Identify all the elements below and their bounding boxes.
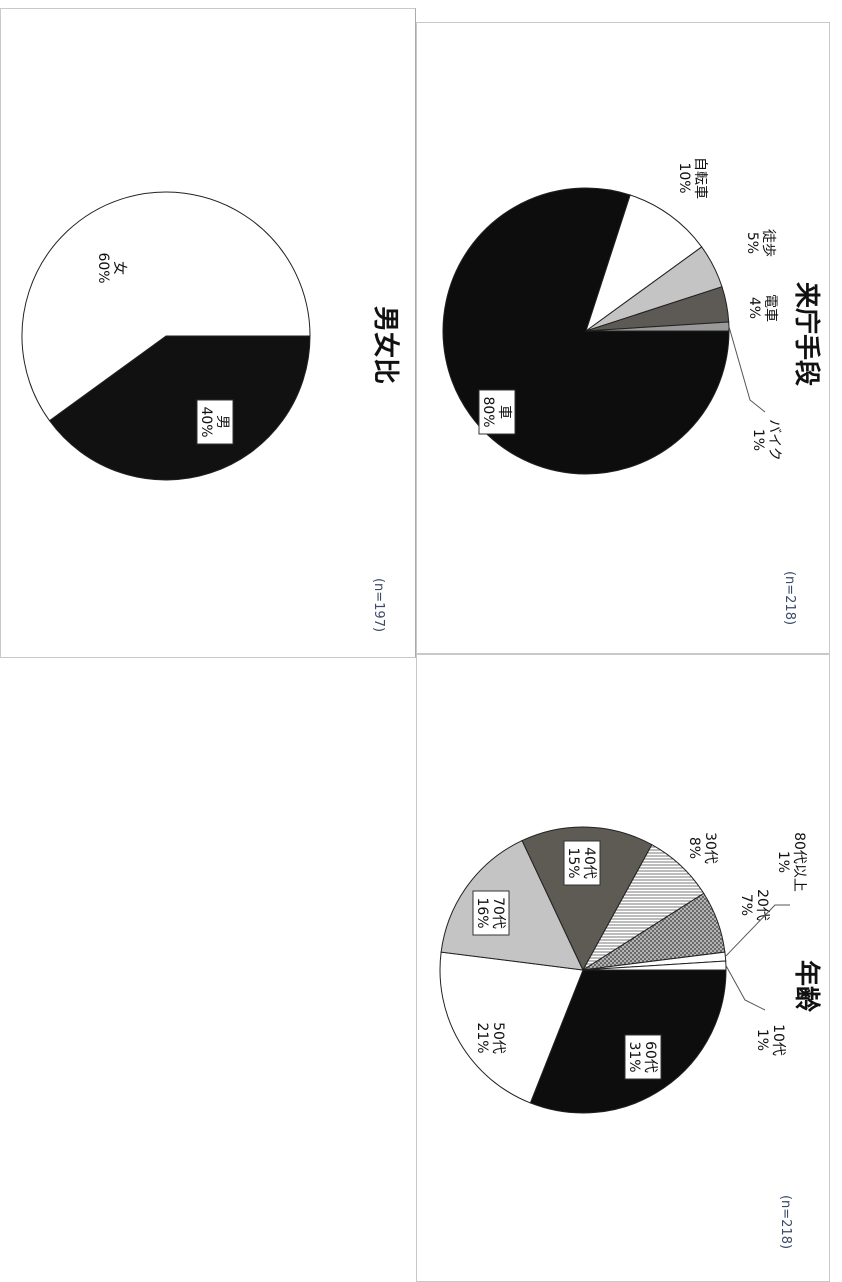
transport-label-3-name: 電車 xyxy=(762,294,779,322)
age-label-5-pct: 7% xyxy=(738,894,754,916)
age-label-4-pct: 8% xyxy=(686,837,702,859)
transport-label-1-name: 自転車 xyxy=(692,157,709,199)
transport-label-0-name: 車 xyxy=(496,405,513,419)
gender-label-0-box xyxy=(196,399,234,445)
gender-slice-1 xyxy=(21,191,311,422)
age-label-6-pct: 1% xyxy=(775,851,791,873)
transport-title: 来庁手段 xyxy=(791,282,822,386)
age-label-7-name: 10代 xyxy=(770,1024,786,1056)
age-leader-6 xyxy=(725,904,790,957)
age-label-1-name: 50代 xyxy=(490,1022,506,1054)
gender-label-0-pct: 40% xyxy=(198,406,214,437)
transport-n-text: (n=218) xyxy=(782,571,797,625)
age-label-0-name: 60代 xyxy=(642,1041,658,1073)
age-label-7-pct: 1% xyxy=(754,1029,770,1051)
gender-n-text: (n=197) xyxy=(371,578,386,632)
transport-title-text: 来庁手段 xyxy=(791,282,822,386)
transport-label-2-name: 徒歩 xyxy=(760,229,776,257)
gender-n-label: (n=197) xyxy=(371,578,386,632)
age-label-2-name: 70代 xyxy=(490,897,506,929)
gender-slice-0 xyxy=(48,335,311,481)
age-title-text: 年齢 xyxy=(791,960,822,1013)
age-label-2-pct: 16% xyxy=(474,897,490,928)
gender-label-1: 女60% xyxy=(95,252,128,283)
transport-label-2: 徒歩5% xyxy=(744,229,776,257)
transport-label-0: 車80% xyxy=(478,389,516,435)
gender-label-0-name: 男 xyxy=(214,415,230,429)
age-label-4-name: 30代 xyxy=(702,832,718,864)
transport-label-0-pct: 80% xyxy=(480,396,496,427)
age-slice-3 xyxy=(521,826,653,972)
age-label-0-box xyxy=(624,1034,662,1080)
transport-label-3-pct: 4% xyxy=(746,297,762,319)
gender-label-1-pct: 60% xyxy=(95,252,111,283)
gender-label-0: 男40% xyxy=(196,399,234,445)
transport-leader-4 xyxy=(728,326,766,413)
gender-label-1-name: 女 xyxy=(111,261,128,275)
age-label-3-pct: 15% xyxy=(565,847,581,878)
transport-n-label: (n=218) xyxy=(782,571,797,625)
age-slice-1 xyxy=(439,951,584,1104)
age-label-3-box xyxy=(563,840,601,886)
age-label-5-name: 20代 xyxy=(754,889,770,921)
age-title: 年齢 xyxy=(791,960,822,1013)
gender-title-text: 男女比 xyxy=(370,306,401,384)
age-n-text: (n=218) xyxy=(778,1195,793,1249)
transport-slice-1 xyxy=(585,194,703,333)
transport-label-4-pct: 1% xyxy=(750,429,766,451)
age-label-3-name: 40代 xyxy=(581,847,597,879)
age-label-2-box xyxy=(472,890,510,936)
age-label-6-name: 80代以上 xyxy=(791,832,807,892)
transport-label-1-pct: 10% xyxy=(676,162,692,193)
transport-label-2-pct: 5% xyxy=(744,232,760,254)
transport-label-0-box xyxy=(478,389,516,435)
age-label-1-pct: 21% xyxy=(474,1022,490,1053)
gender-title: 男女比 xyxy=(370,306,401,384)
transport-label-3: 電車4% xyxy=(746,294,779,322)
age-label-0-pct: 31% xyxy=(626,1041,642,1072)
age-leader-7 xyxy=(725,965,766,1011)
age-n-label: (n=218) xyxy=(778,1195,793,1249)
transport-label-4-name: バイク xyxy=(766,419,782,461)
age-slice-2 xyxy=(440,839,584,971)
